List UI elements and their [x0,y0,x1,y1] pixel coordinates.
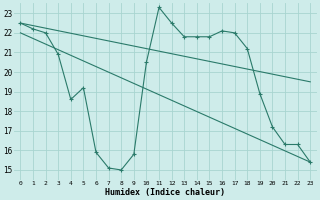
X-axis label: Humidex (Indice chaleur): Humidex (Indice chaleur) [105,188,225,197]
